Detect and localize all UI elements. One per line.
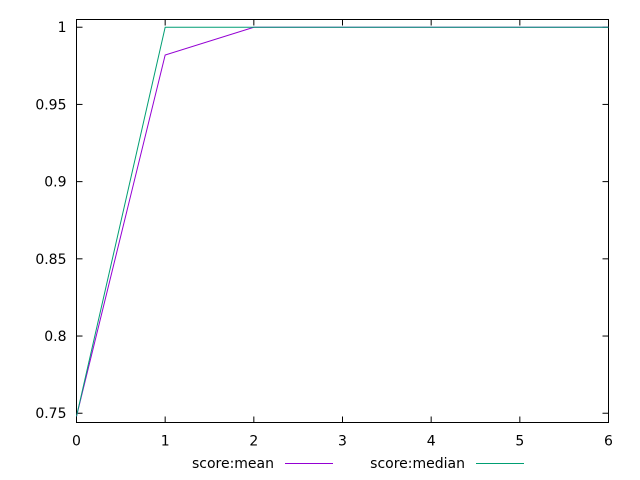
plot-frame: [76, 19, 609, 423]
legend-label: score:mean: [192, 456, 274, 472]
legend: score:mean score:median: [192, 456, 524, 472]
x-tick-label: 5: [515, 434, 524, 450]
y-tick-label: 0.9: [44, 175, 66, 191]
x-axis: 0 1 2 3 4 5 6: [72, 19, 613, 450]
y-tick-label: 0.75: [35, 406, 66, 422]
x-tick-label: 6: [604, 434, 613, 450]
series-line-0: [76, 26, 609, 417]
x-tick-label: 0: [72, 434, 81, 450]
x-tick-label: 1: [161, 434, 170, 450]
y-tick-label: 0.85: [35, 252, 66, 268]
legend-label: score:median: [370, 456, 465, 472]
x-tick-label: 3: [338, 434, 347, 450]
series-layer: [76, 26, 609, 417]
x-tick-label: 2: [249, 434, 258, 450]
y-tick-label: 1: [58, 20, 67, 36]
series-line-1: [76, 26, 609, 417]
x-tick-label: 4: [427, 434, 436, 450]
y-tick-label: 0.95: [35, 97, 66, 113]
y-tick-label: 0.8: [44, 329, 66, 345]
y-axis: 0.75 0.8 0.85 0.9 0.95 1: [35, 20, 609, 422]
